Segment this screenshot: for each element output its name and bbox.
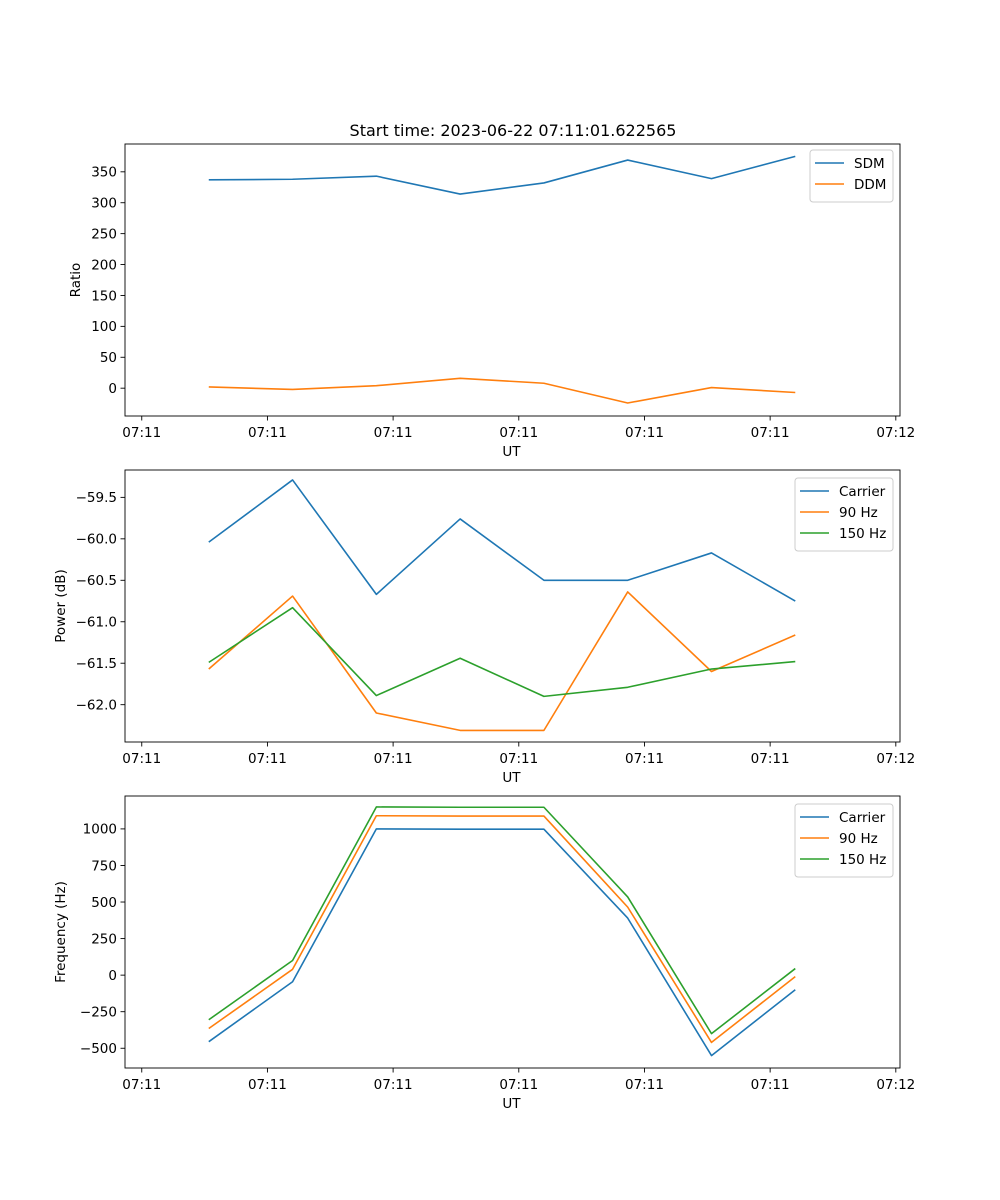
y-tick-label: −500 (80, 1041, 117, 1057)
series-line-sdm (208, 155, 796, 195)
x-tick-label: 07:11 (499, 425, 538, 441)
y-axis-label: Power (dB) (53, 569, 69, 642)
y-tick-label: 50 (100, 350, 117, 366)
y-tick-label: 100 (91, 319, 117, 335)
series-line-150-hz (208, 606, 796, 698)
legend-label: 90 Hz (839, 505, 878, 521)
x-tick-label: 07:11 (751, 1077, 790, 1093)
y-tick-label: −62.0 (76, 697, 117, 713)
chart-panel-2: −62.0 −61.5 −61.0 −60.5 −60.0 −59.5 07:11 07:11… (53, 469, 915, 786)
x-axis-label: UT (502, 1096, 521, 1112)
series-line-90-hz (208, 591, 796, 732)
x-tick-label: 07:11 (122, 751, 161, 767)
legend-label: Carrier (839, 484, 886, 500)
legend-label: 150 Hz (839, 852, 886, 868)
y-tick-label: −250 (80, 1004, 117, 1020)
x-tick-label: 07:12 (876, 1077, 915, 1093)
axes-frame (124, 795, 901, 1069)
x-tick-label: 07:11 (374, 751, 413, 767)
legend-label: Carrier (839, 810, 886, 826)
series-line-150-hz (208, 806, 796, 1035)
x-tick-label: 07:11 (499, 751, 538, 767)
y-axis-label: Ratio (68, 263, 84, 298)
axes-frame (124, 143, 901, 417)
series-line-carrier (208, 479, 796, 602)
y-tick-label: −60.5 (76, 573, 117, 589)
x-tick-label: 07:11 (248, 1077, 287, 1093)
y-tick-label: 1000 (83, 822, 117, 838)
x-tick-label: 07:11 (625, 425, 664, 441)
y-tick-label: 300 (91, 196, 117, 212)
y-tick-label: 0 (108, 381, 117, 397)
legend: Carrier 90 Hz 150 Hz (794, 803, 894, 878)
series-line-ddm (208, 377, 796, 404)
legend-label: DDM (854, 177, 886, 193)
legend-label: 150 Hz (839, 526, 886, 542)
x-tick-label: 07:11 (122, 1077, 161, 1093)
y-axis-label: Frequency (Hz) (53, 881, 69, 983)
y-tick-label: −61.5 (76, 656, 117, 672)
x-tick-label: 07:11 (625, 751, 664, 767)
y-tick-label: 750 (91, 858, 117, 874)
y-tick-label: −59.5 (76, 490, 117, 506)
axes-frame (124, 469, 901, 743)
y-tick-label: 500 (91, 895, 117, 911)
y-tick-label: 250 (91, 226, 117, 242)
x-tick-label: 07:11 (374, 425, 413, 441)
legend: Carrier 90 Hz 150 Hz (794, 477, 894, 552)
y-tick-label: −60.0 (76, 532, 117, 548)
y-tick-label: 250 (91, 931, 117, 947)
panels: 0 50 100 150 200 250 300 350 07:11 07:11 07:11 07:1… (53, 143, 915, 1112)
y-tick-label: 350 (91, 165, 117, 181)
chart-panel-1: 0 50 100 150 200 250 300 350 07:11 07:11 07:11 07:1… (68, 143, 915, 460)
x-tick-label: 07:11 (248, 425, 287, 441)
legend: SDM DDM (809, 149, 894, 203)
x-tick-label: 07:11 (751, 751, 790, 767)
x-axis-label: UT (502, 444, 521, 460)
y-tick-label: −61.0 (76, 615, 117, 631)
figure-title: Start time: 2023-06-22 07:11:01.622565 (350, 121, 677, 140)
x-axis-label: UT (502, 770, 521, 786)
series-line-90-hz (208, 814, 796, 1044)
x-tick-label: 07:11 (248, 751, 287, 767)
x-tick-label: 07:11 (374, 1077, 413, 1093)
legend-label: SDM (854, 156, 885, 172)
x-tick-label: 07:11 (499, 1077, 538, 1093)
legend-label: 90 Hz (839, 831, 878, 847)
y-tick-label: 150 (91, 288, 117, 304)
y-tick-label: 0 (108, 968, 117, 984)
x-tick-label: 07:11 (625, 1077, 664, 1093)
x-tick-label: 07:12 (876, 751, 915, 767)
y-tick-label: 200 (91, 257, 117, 273)
x-tick-label: 07:12 (876, 425, 915, 441)
x-tick-label: 07:11 (751, 425, 790, 441)
series-line-carrier (208, 828, 796, 1057)
chart-panel-3: −500 −250 0 250 500 750 1000 07:11 07:11 07:11 07:… (53, 795, 915, 1112)
x-tick-label: 07:11 (122, 425, 161, 441)
